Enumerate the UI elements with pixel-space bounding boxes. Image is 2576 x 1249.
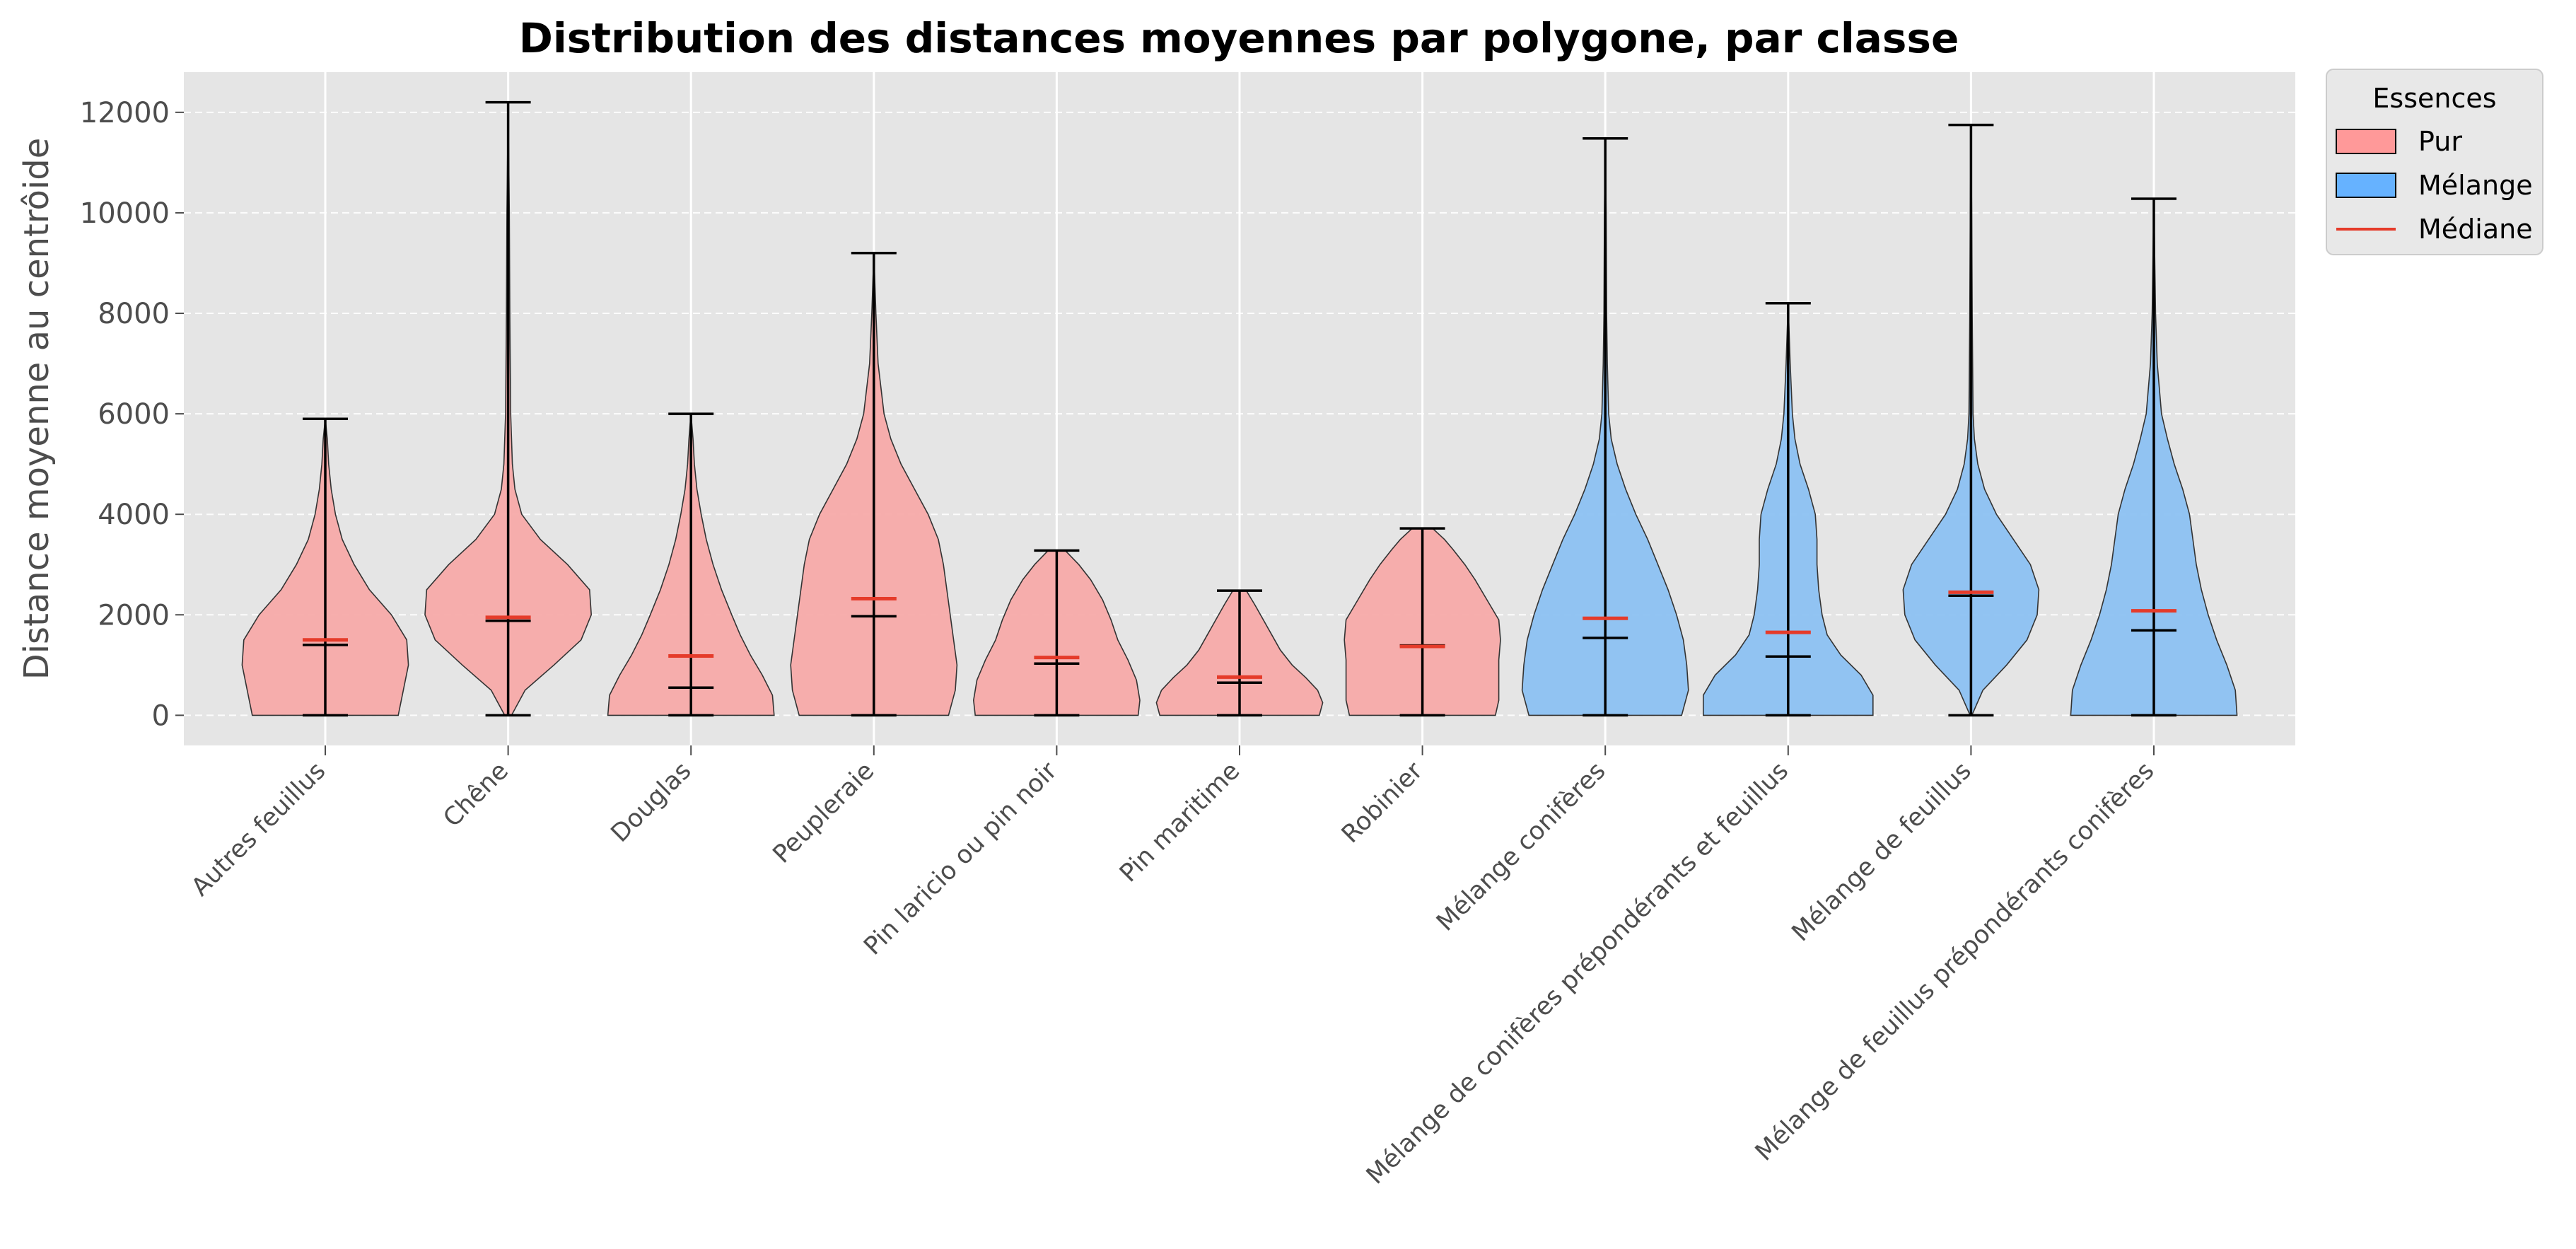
- y-tick-label: 4000: [98, 499, 170, 531]
- legend-label-melange: Mélange: [2418, 170, 2533, 201]
- legend-box: [2326, 69, 2543, 255]
- x-tick-label: Robinier: [1336, 757, 1428, 849]
- y-tick-label: 8000: [98, 298, 170, 330]
- x-tick-label: Pin laricio ou pin noir: [858, 757, 1063, 961]
- x-tick-label: Autres feuillus: [186, 757, 331, 902]
- chart-title: Distribution des distances moyennes par …: [519, 14, 1959, 62]
- x-tick-label: Mélange de feuillus: [1787, 757, 1977, 947]
- legend-swatch-melange: [2336, 173, 2396, 198]
- x-tick-label: Pin maritime: [1114, 757, 1245, 888]
- x-tick-label: Mélange conifères: [1431, 757, 1611, 936]
- y-tick-label: 10000: [80, 197, 170, 230]
- x-tick-label: Chêne: [438, 757, 514, 832]
- y-axis: 0 2000 4000 6000 8000 10000 12000: [80, 97, 184, 732]
- x-tick-label: Peupleraie: [768, 757, 880, 869]
- whisker-marks: [303, 100, 2176, 717]
- y-tick-label: 2000: [98, 599, 170, 632]
- x-axis: Autres feuillus Chêne Douglas PeupleraiePin…: [186, 745, 2160, 1190]
- legend-label-mediane: Médiane: [2418, 214, 2533, 245]
- y-tick-label: 12000: [80, 97, 170, 129]
- x-tick-label: Douglas: [606, 757, 697, 848]
- legend-label-pur: Pur: [2418, 126, 2462, 157]
- y-tick-label: 0: [152, 699, 170, 732]
- x-tick-label: Mélange de feuillus prépondérants conifè…: [1750, 757, 2160, 1166]
- y-tick-label: 6000: [98, 398, 170, 431]
- legend-swatch-pur: [2336, 129, 2396, 154]
- y-axis-label: Distance moyenne au centrôide: [17, 138, 57, 680]
- legend: Essences Pur Mélange Médiane: [2326, 69, 2543, 255]
- legend-title: Essences: [2372, 83, 2496, 114]
- x-tick-label: Mélange de conifères prépondérants et fe…: [1361, 757, 1794, 1190]
